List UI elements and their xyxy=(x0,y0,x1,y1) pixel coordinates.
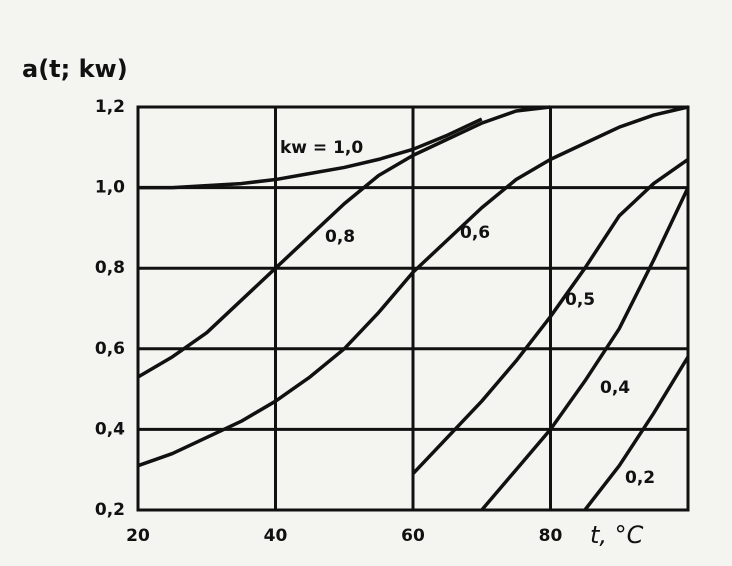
curve xyxy=(137,105,689,468)
curve xyxy=(480,186,690,512)
y-tick-label: 0,4 xyxy=(95,419,125,439)
curve xyxy=(583,355,690,512)
curve-label: kw = 1,0 xyxy=(280,138,363,158)
curve-label: 0,5 xyxy=(565,290,595,310)
curve-label: 0,2 xyxy=(625,468,655,488)
y-tick-label: 0,2 xyxy=(95,500,125,520)
curve-label: 0,6 xyxy=(460,223,490,243)
x-tick-label: 80 xyxy=(539,526,563,546)
curve xyxy=(138,117,483,190)
x-tick-label: 60 xyxy=(401,526,425,546)
x-tick-label: 40 xyxy=(264,526,288,546)
x-axis-label: t, °C xyxy=(590,521,644,549)
x-tick-label: 20 xyxy=(126,526,150,546)
curve-label: 0,4 xyxy=(600,378,630,398)
y-tick-label: 0,6 xyxy=(95,339,125,359)
curve-label: 0,8 xyxy=(325,227,355,247)
curve xyxy=(137,105,551,379)
y-axis-label: a(t; kw) xyxy=(22,55,128,83)
y-tick-label: 1,2 xyxy=(95,97,125,117)
curve xyxy=(411,157,690,475)
y-tick-label: 0,8 xyxy=(95,258,125,278)
y-tick-label: 1,0 xyxy=(95,178,125,198)
